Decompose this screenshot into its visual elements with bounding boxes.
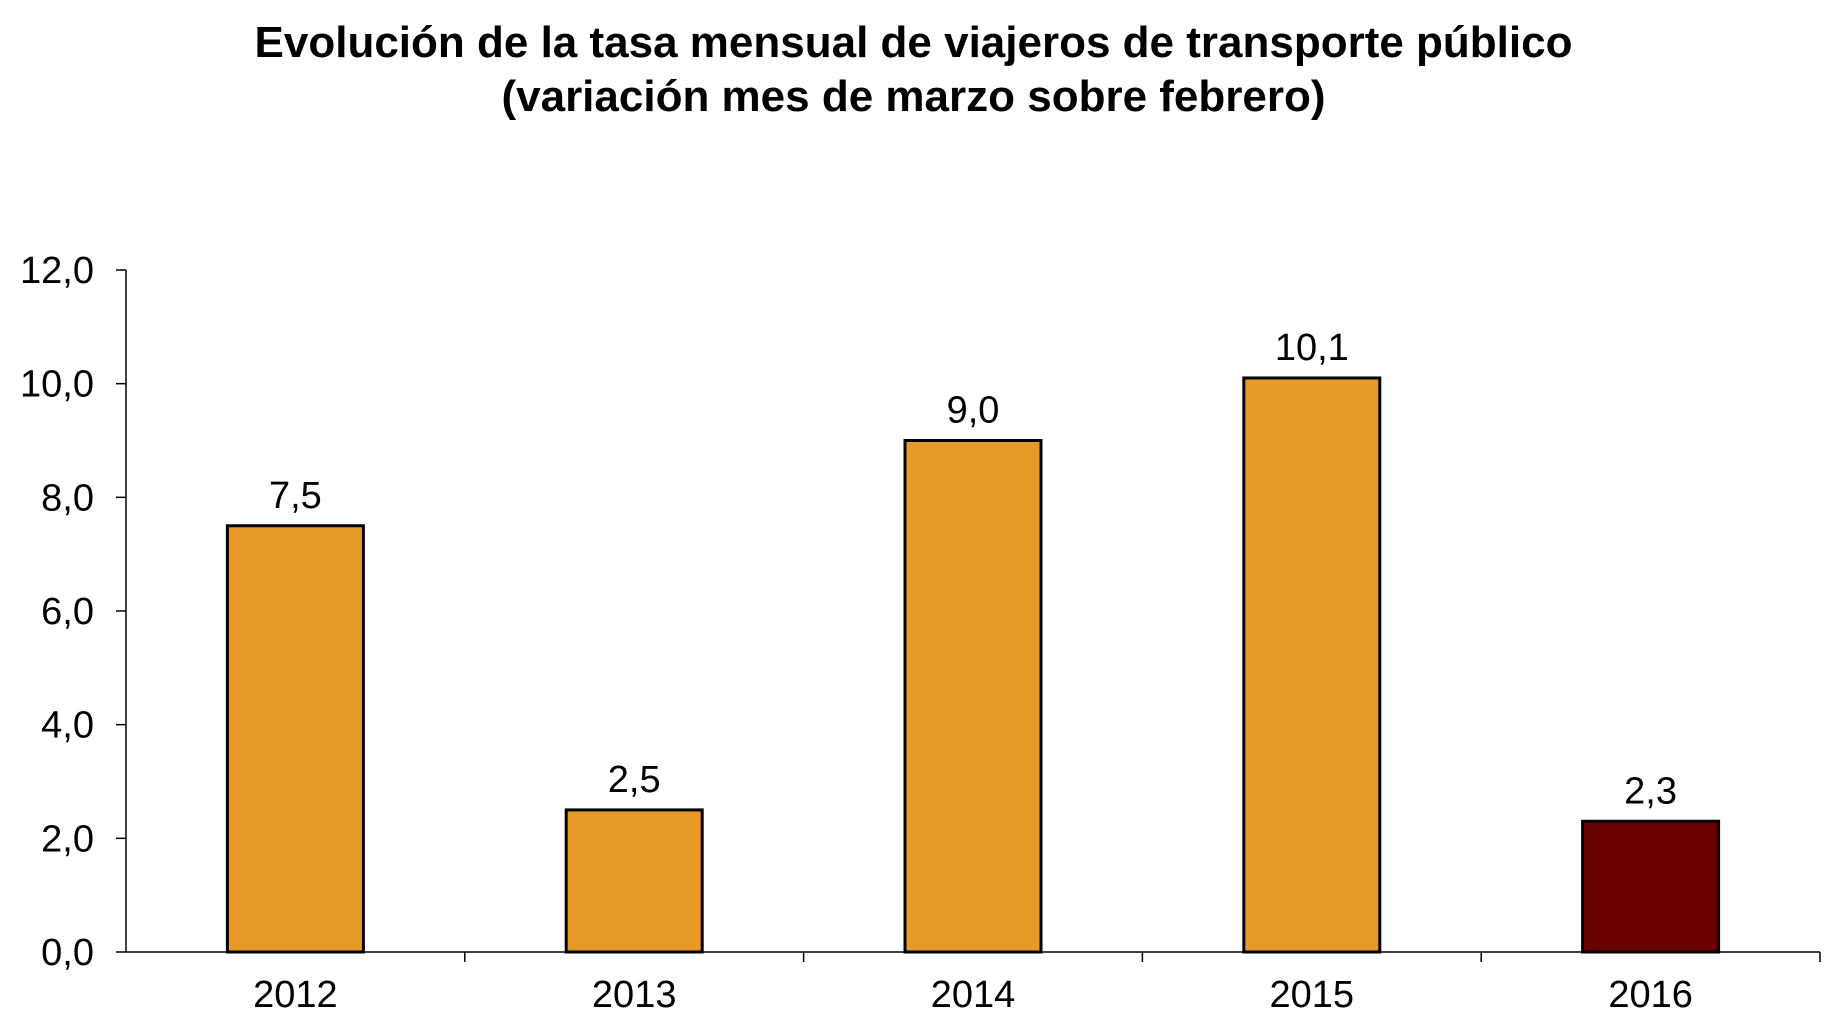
data-label-2016: 2,3 — [1624, 770, 1677, 812]
y-tick-label: 10,0 — [20, 364, 94, 406]
bar-2016 — [1581, 819, 1721, 954]
chart-axes: 0,0 2,0 4,0 6,0 8,0 10,0 12,0 — [20, 250, 1821, 974]
y-tick-label: 12,0 — [20, 250, 94, 292]
bar-2014 — [903, 439, 1043, 954]
chart-bars — [225, 376, 1721, 954]
bar-2012 — [225, 524, 365, 954]
y-tick-label: 6,0 — [41, 591, 94, 633]
bar-2013 — [564, 808, 704, 954]
chart-title: Evolución de la tasa mensual de viajeros… — [0, 16, 1827, 124]
y-tick-label: 8,0 — [41, 477, 94, 519]
chart-title-line: Evolución de la tasa mensual de viajeros… — [254, 18, 1573, 67]
data-label-2014: 9,0 — [947, 390, 1000, 432]
y-tick-label: 4,0 — [41, 705, 94, 747]
chart-subtitle-line: (variación mes de marzo sobre febrero) — [501, 72, 1326, 121]
y-tick-label: 2,0 — [41, 818, 94, 860]
chart-labels: 7,5 2012 2,5 2013 9,0 2014 10,1 2015 2,3 2016 — [253, 327, 1693, 1016]
x-tick-label-2012: 2012 — [253, 974, 338, 1016]
data-label-2013: 2,5 — [608, 759, 661, 801]
bar-2015 — [1242, 376, 1382, 954]
y-tick-label: 0,0 — [41, 932, 94, 974]
x-tick-label-2016: 2016 — [1608, 974, 1693, 1016]
x-tick-label-2015: 2015 — [1270, 974, 1355, 1016]
data-label-2012: 7,5 — [269, 475, 322, 517]
x-tick-label-2013: 2013 — [592, 974, 677, 1016]
data-label-2015: 10,1 — [1275, 327, 1349, 369]
x-tick-label-2014: 2014 — [931, 974, 1016, 1016]
